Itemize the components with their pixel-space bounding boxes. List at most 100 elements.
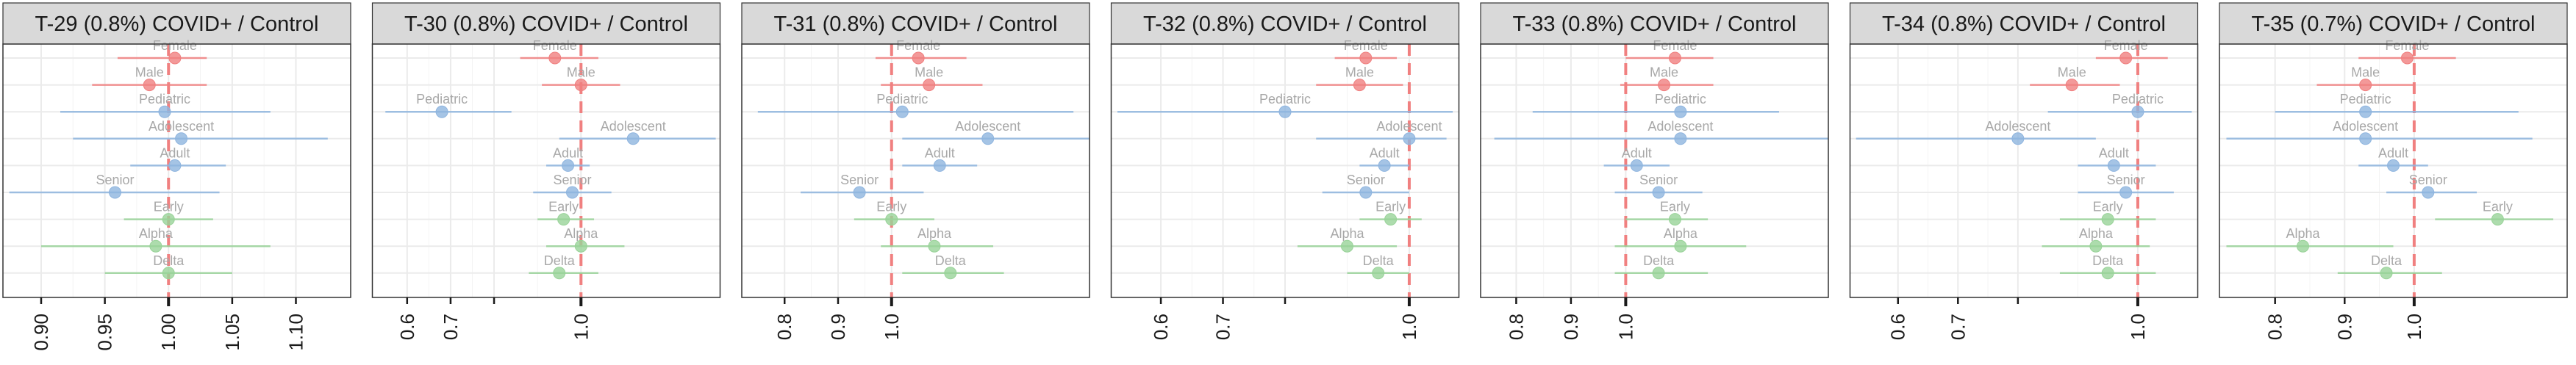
plot-area: [742, 44, 1090, 297]
panel-border: [2219, 43, 2568, 298]
tick-label: 1.10: [285, 314, 307, 351]
estimate-point-female: [2400, 51, 2414, 65]
estimate-point-adolescent: [1674, 132, 1687, 145]
row-label-delta: Delta: [1363, 253, 1395, 268]
tick-label: 1.0: [2403, 314, 2425, 340]
estimate-point-delta: [2380, 267, 2393, 280]
estimate-point-alpha: [2297, 239, 2310, 253]
row-label-early: Early: [2483, 200, 2513, 214]
estimate-point-female: [168, 51, 182, 65]
estimate-point-pediatric: [1278, 105, 1292, 118]
row-label-alpha: Alpha: [564, 226, 598, 241]
row-label-male: Male: [2058, 65, 2086, 80]
estimate-point-adult: [1378, 159, 1391, 172]
tick-label: 0.8: [2264, 314, 2286, 340]
tick-label: 0.7: [440, 314, 462, 340]
tick-label: 0.6: [1887, 314, 1909, 340]
tick-label: 0.7: [1947, 314, 1969, 340]
row-label-pediatric: Pediatric: [1259, 92, 1311, 106]
panel-6: T-34 (0.8%) COVID+ / Control Female Male Pe…: [1849, 2, 2199, 340]
row-label-female: Female: [2104, 38, 2148, 53]
tick-label: 1.0: [570, 314, 592, 340]
estimate-point-senior: [2119, 186, 2133, 199]
tick-label: 0.8: [1505, 314, 1527, 340]
row-label-adolescent: Adolescent: [955, 119, 1020, 134]
row-label-adolescent: Adolescent: [2333, 119, 2398, 134]
panel-title: T-32 (0.8%) COVID+ / Control: [1143, 12, 1427, 36]
row-label-senior: Senior: [2409, 173, 2447, 187]
panel-title: T-35 (0.7%) COVID+ / Control: [2252, 12, 2536, 36]
tick-label: 1.0: [2127, 314, 2149, 340]
estimate-point-adult: [1630, 159, 1643, 172]
estimate-point-pediatric: [435, 105, 448, 118]
estimate-point-early: [1384, 213, 1398, 226]
estimate-point-alpha: [2089, 239, 2103, 253]
estimate-point-adolescent: [1403, 132, 1416, 145]
estimate-point-female: [1668, 51, 1681, 65]
panel-strip: [2, 2, 351, 45]
estimate-point-delta: [162, 267, 175, 280]
row-label-female: Female: [533, 38, 577, 53]
estimate-point-adolescent: [981, 132, 995, 145]
estimate-point-senior: [565, 186, 579, 199]
row-label-pediatric: Pediatric: [139, 92, 190, 106]
row-label-male: Male: [2351, 65, 2380, 80]
estimate-point-female: [1359, 51, 1373, 65]
row-label-adult: Adult: [925, 145, 955, 160]
panel-title: T-33 (0.8%) COVID+ / Control: [1513, 12, 1797, 36]
row-label-adolescent: Adolescent: [1647, 119, 1713, 134]
estimate-point-male: [923, 79, 936, 92]
panel-strip: [371, 2, 721, 45]
row-label-male: Male: [135, 65, 164, 80]
panel-7: T-35 (0.7%) COVID+ / Control Female Male Pe…: [2219, 2, 2568, 340]
tick-label: 0.90: [30, 314, 52, 351]
row-label-alpha: Alpha: [139, 226, 173, 241]
row-label-senior: Senior: [553, 173, 591, 187]
tick-label: 0.8: [773, 314, 795, 340]
estimate-point-delta: [553, 267, 566, 280]
panel-title: T-34 (0.8%) COVID+ / Control: [1882, 12, 2166, 36]
plot-area: [1850, 44, 2198, 297]
panel-title: T-31 (0.8%) COVID+ / Control: [774, 12, 1058, 36]
estimate-point-early: [162, 213, 175, 226]
row-label-adult: Adult: [1622, 145, 1652, 160]
tick-label: 0.7: [1212, 314, 1234, 340]
row-label-senior: Senior: [2107, 173, 2145, 187]
estimate-point-male: [2065, 79, 2078, 92]
row-label-adult: Adult: [1370, 145, 1400, 160]
estimate-point-alpha: [149, 239, 162, 253]
row-label-pediatric: Pediatric: [1655, 92, 1706, 106]
row-label-senior: Senior: [840, 173, 879, 187]
estimate-point-female: [912, 51, 925, 65]
row-label-early: Early: [2093, 200, 2123, 214]
row-label-pediatric: Pediatric: [876, 92, 928, 106]
row-label-female: Female: [153, 38, 197, 53]
row-label-alpha: Alpha: [2079, 226, 2114, 241]
estimate-point-adolescent: [626, 132, 640, 145]
row-label-female: Female: [896, 38, 940, 53]
estimate-point-delta: [944, 267, 957, 280]
estimate-point-alpha: [1340, 239, 1353, 253]
row-label-delta: Delta: [2092, 253, 2124, 268]
panel-border: [1480, 43, 1829, 298]
row-label-alpha: Alpha: [1330, 226, 1364, 241]
estimate-point-male: [2359, 79, 2372, 92]
row-label-delta: Delta: [2371, 253, 2403, 268]
estimate-point-early: [885, 213, 898, 226]
estimate-point-alpha: [1674, 239, 1687, 253]
panel-strip: [1110, 2, 1460, 45]
tick-label: 0.9: [827, 314, 849, 340]
tick-label: 1.0: [1614, 314, 1636, 340]
tick-label: 0.6: [396, 314, 418, 340]
estimate-point-adolescent: [175, 132, 188, 145]
row-label-pediatric: Pediatric: [416, 92, 468, 106]
estimate-point-adult: [168, 159, 182, 172]
estimate-point-pediatric: [2131, 105, 2144, 118]
estimate-point-adult: [562, 159, 575, 172]
estimate-point-pediatric: [158, 105, 171, 118]
estimate-point-alpha: [928, 239, 941, 253]
tick-label: 0.9: [2333, 314, 2355, 340]
row-label-delta: Delta: [153, 253, 185, 268]
estimate-point-senior: [853, 186, 866, 199]
estimate-point-pediatric: [1674, 105, 1687, 118]
